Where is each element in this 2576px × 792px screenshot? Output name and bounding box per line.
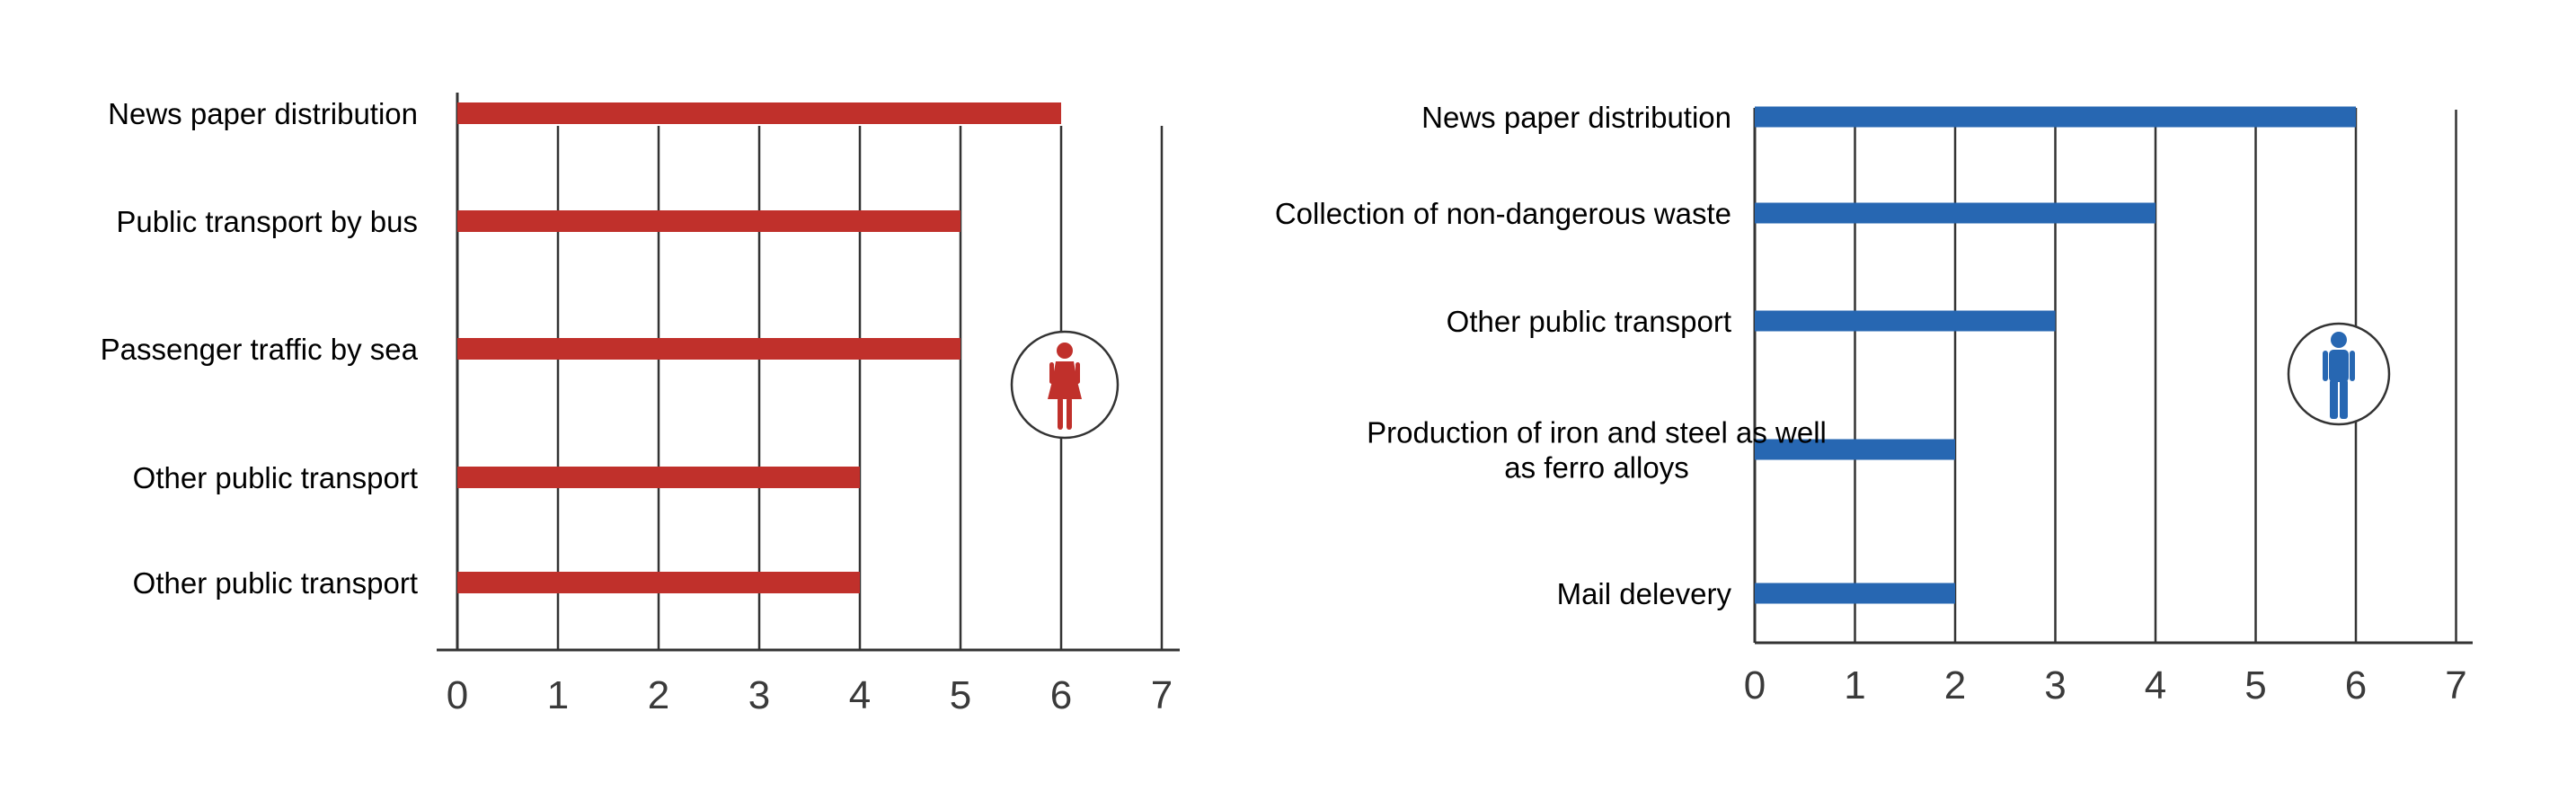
- x-tick-label: 2: [648, 673, 669, 717]
- x-tick-label: 6: [1050, 673, 1072, 717]
- category-label: Passenger traffic by sea: [101, 333, 419, 366]
- x-tick-label: 7: [2445, 663, 2466, 707]
- category-label: Public transport by bus: [116, 205, 418, 238]
- category-label: Other public transport: [1447, 305, 1731, 338]
- x-tick-label: 1: [1844, 663, 1865, 707]
- bar: [1755, 106, 2356, 128]
- category-label: Other public transport: [133, 461, 418, 494]
- x-tick-label: 1: [547, 673, 569, 717]
- male-icon: [2287, 322, 2391, 426]
- bar: [457, 467, 860, 488]
- x-tick-label: 0: [1744, 663, 1766, 707]
- category-label: Collection of non-dangerous waste: [1275, 197, 1731, 230]
- category-label: Mail delevery: [1557, 577, 1732, 610]
- x-tick-label: 5: [2244, 663, 2266, 707]
- x-tick-label: 5: [950, 673, 971, 717]
- category-label: Other public transport: [133, 566, 418, 600]
- category-label: Production of iron and steel as well as f…: [1367, 416, 1827, 485]
- female-icon: [1010, 330, 1120, 440]
- x-tick-label: 0: [447, 673, 468, 717]
- category-label: News paper distribution: [108, 97, 418, 130]
- chart-men: 0 1 2 3 4 5 6 7 News paper distribution Collectio…: [1275, 101, 2473, 707]
- bar: [1755, 310, 2056, 332]
- x-tick-label: 7: [1151, 673, 1173, 717]
- x-tick-label: 2: [1944, 663, 1966, 707]
- x-tick-label: 3: [2044, 663, 2066, 707]
- chart-women: 0 1 2 3 4 5 6 7 News paper distribution Public tr…: [101, 93, 1180, 717]
- x-tick-label: 4: [2145, 663, 2166, 707]
- x-tick-label: 3: [748, 673, 770, 717]
- bar: [457, 572, 860, 593]
- bar: [457, 338, 960, 360]
- x-tick-label: 6: [2345, 663, 2367, 707]
- bar: [457, 210, 960, 232]
- bar: [1755, 583, 1955, 604]
- category-label: News paper distribution: [1421, 101, 1731, 134]
- bar: [457, 102, 1061, 124]
- bar: [1755, 439, 1955, 460]
- bar: [1755, 202, 2156, 224]
- x-tick-label: 4: [849, 673, 871, 717]
